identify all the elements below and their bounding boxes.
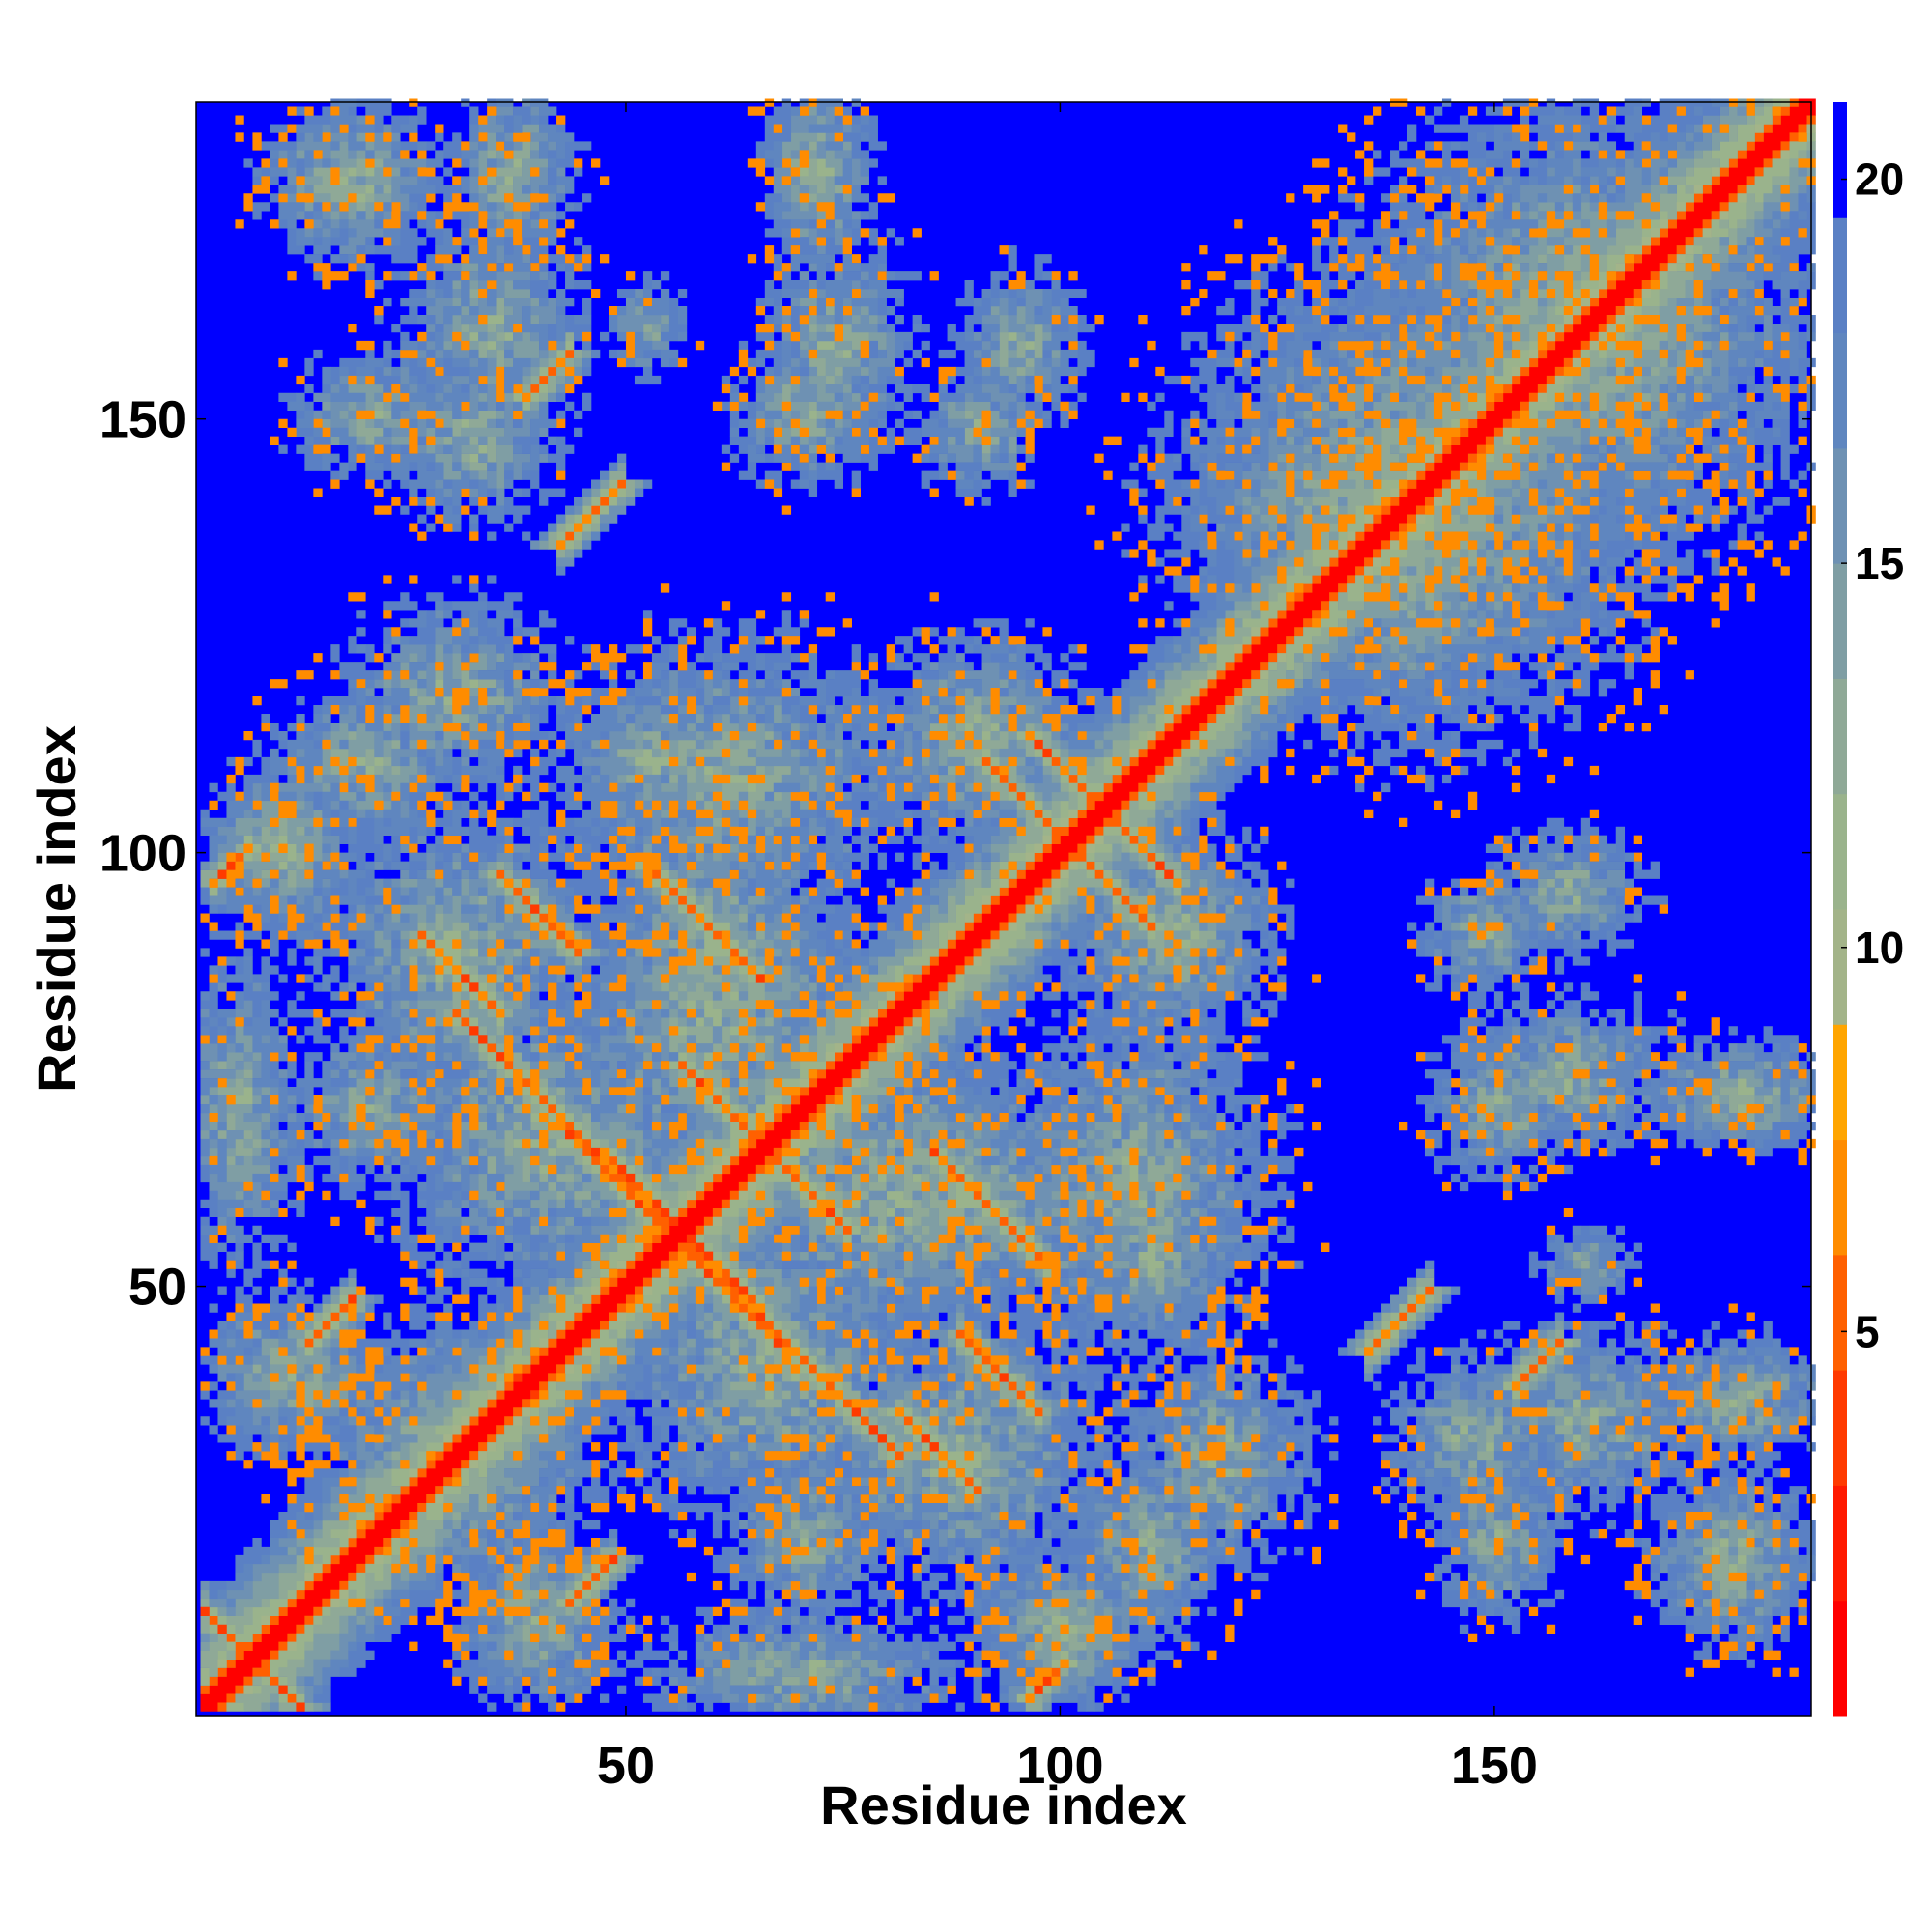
colorbar-segment-8	[1833, 678, 1847, 795]
x-tick-label-100: 100	[1016, 1737, 1103, 1795]
y-axis-ticks: 50 100 150	[99, 391, 1811, 1317]
colorbar-segment-1	[1833, 1485, 1847, 1602]
colorbar-segment-11	[1833, 332, 1847, 449]
colorbar-segment-6	[1833, 909, 1847, 1025]
x-axis-ticks: 50 100 150	[597, 102, 1538, 1795]
colorbar-segment-3	[1833, 1254, 1847, 1371]
y-tick-label-150: 150	[99, 391, 186, 449]
colorbar-segment-7	[1833, 793, 1847, 910]
heatmap-cells	[196, 98, 1816, 1716]
y-tick-label-50: 50	[128, 1259, 186, 1317]
colorbar-tick-label-5: 5	[1855, 1306, 1880, 1356]
colorbar-segment-0	[1833, 1600, 1847, 1717]
y-tick-label-100: 100	[99, 825, 186, 883]
colorbar-segment-13	[1833, 102, 1847, 218]
plot-frame	[195, 101, 1812, 1717]
colorbar-segment-2	[1833, 1370, 1847, 1486]
colorbar-segment-12	[1833, 217, 1847, 334]
colorbar-segment-10	[1833, 447, 1847, 564]
colorbar: 5 10 15 20	[1833, 102, 1904, 1717]
heatmap-cell-group-0	[200, 98, 1816, 1712]
y-axis-title: Residue index	[26, 725, 87, 1093]
heatmap-cell-group-1	[200, 98, 1816, 1712]
colorbar-segment-4	[1833, 1139, 1847, 1256]
heatmap-cell-group-8	[200, 98, 1816, 1712]
colorbar-segment-9	[1833, 563, 1847, 679]
x-tick-label-150: 150	[1451, 1737, 1538, 1795]
heatmap-cell-group-9	[200, 98, 1816, 1712]
x-axis-title: Residue index	[820, 1775, 1187, 1835]
x-tick-label-50: 50	[597, 1737, 655, 1795]
colorbar-tick-label-20: 20	[1855, 155, 1904, 205]
colorbar-tick-label-10: 10	[1855, 923, 1904, 973]
colorbar-segment-5	[1833, 1024, 1847, 1141]
heatmap-cell-group-3	[200, 98, 1816, 1712]
colorbar-tick-label-15: 15	[1855, 538, 1904, 588]
